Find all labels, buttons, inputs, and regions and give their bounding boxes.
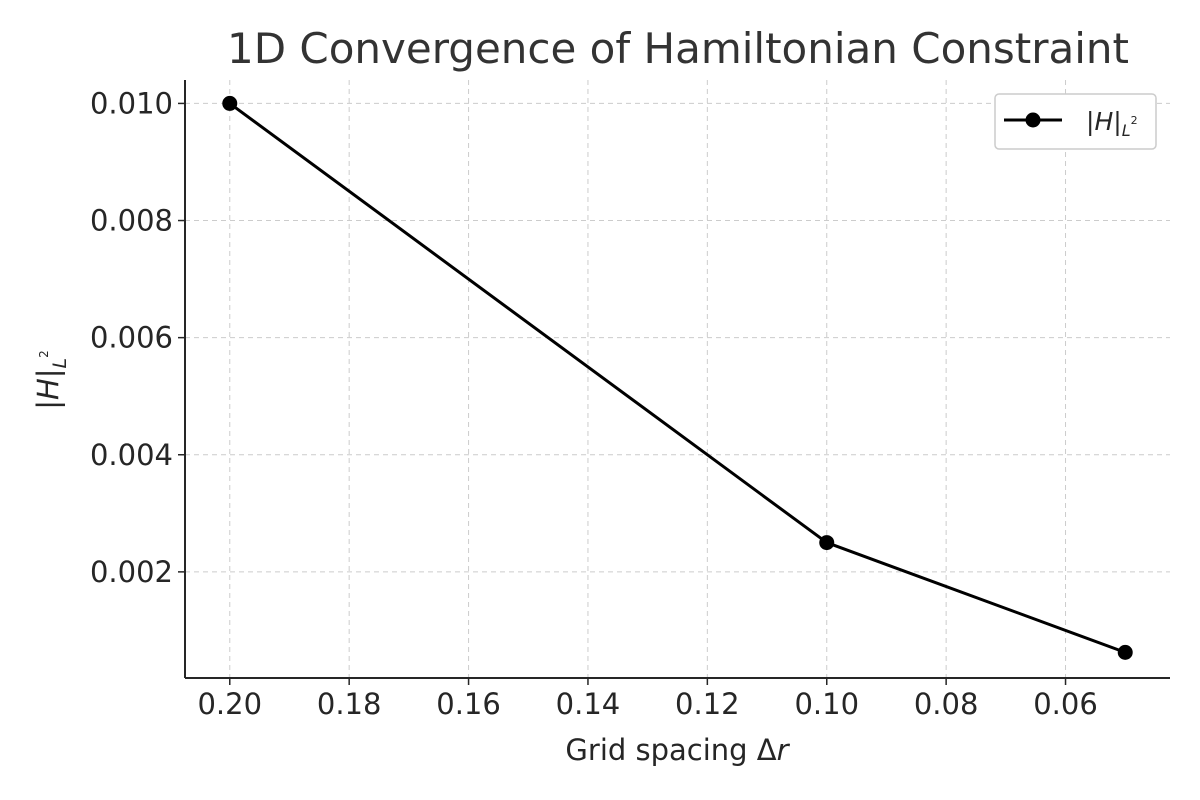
- y-axis-label-sub: L: [49, 358, 71, 369]
- x-tick-label: 0.10: [794, 687, 859, 721]
- legend-marker-swatch: [1025, 112, 1041, 128]
- y-tick-label: 0.006: [90, 321, 173, 355]
- legend-label-var: H: [1094, 107, 1113, 136]
- legend-label-bar-open: |: [1086, 107, 1094, 136]
- x-axis-label-var: r: [777, 733, 791, 767]
- y-axis-label-var: H: [31, 378, 65, 400]
- axes: [178, 80, 1170, 685]
- x-axis-label-text: Grid spacing Δ: [565, 733, 776, 767]
- series-group: [222, 95, 1133, 660]
- x-tick-label: 0.06: [1033, 687, 1098, 721]
- grid-lines: [185, 80, 1170, 678]
- tick-labels: 0.20 0.18 0.16 0.14 0.12 0.10 0.08 0.06 0.002 0.0…: [90, 86, 1098, 721]
- y-axis-label-bar-open: |: [31, 400, 65, 410]
- x-tick-label: 0.12: [675, 687, 740, 721]
- y-tick-label: 0.008: [90, 204, 173, 238]
- legend: |H|L2: [994, 93, 1157, 150]
- x-tick-label: 0.08: [914, 687, 979, 721]
- x-tick-label: 0.18: [317, 687, 382, 721]
- data-point: [819, 535, 835, 551]
- legend-label-bar-close: |: [1113, 107, 1121, 136]
- x-tick-label: 0.16: [436, 687, 501, 721]
- y-tick-label: 0.010: [90, 86, 173, 120]
- x-tick-label: 0.14: [556, 687, 621, 721]
- x-tick-label: 0.20: [197, 687, 262, 721]
- series-line: [228, 102, 1126, 654]
- y-axis-label-sup: 2: [37, 350, 51, 358]
- data-point: [1117, 644, 1133, 660]
- data-point: [222, 95, 238, 111]
- legend-label-sup: 2: [1131, 114, 1138, 127]
- y-axis-label-bar-close: |: [31, 368, 65, 378]
- legend-label: |H|L2: [1086, 107, 1138, 140]
- y-axis-label: |H|L2: [31, 350, 71, 410]
- x-axis-label: Grid spacing Δr: [565, 733, 790, 767]
- legend-label-sub: L: [1122, 121, 1131, 140]
- chart-title: 1D Convergence of Hamiltonian Constraint: [227, 24, 1129, 73]
- y-tick-label: 0.002: [90, 555, 173, 589]
- legend-frame: [994, 93, 1157, 150]
- y-tick-label: 0.004: [90, 438, 173, 472]
